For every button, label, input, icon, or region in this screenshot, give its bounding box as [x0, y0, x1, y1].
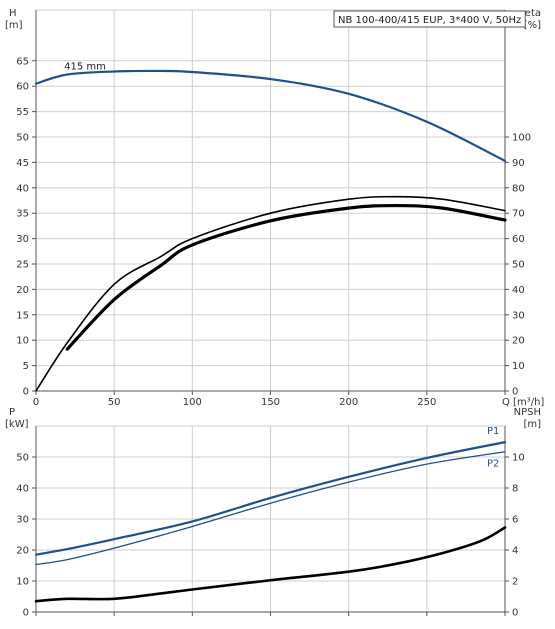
y-tick-label-left: 45 — [16, 158, 29, 169]
y-tick-label-right: 4 — [512, 546, 518, 557]
y-tick-label-left: 10 — [16, 336, 29, 347]
y-tick-label-right: 30 — [512, 310, 525, 321]
series-label-p1: P1 — [487, 426, 499, 437]
y-tick-label-left: 55 — [16, 107, 29, 118]
y-tick-label-left: 0 — [23, 387, 29, 398]
y-tick-label-left: 20 — [16, 285, 29, 296]
series-line-3 — [65, 203, 507, 351]
y-tick-label-right: 50 — [512, 260, 525, 271]
y-tick-label-left: 40 — [16, 183, 29, 194]
x-tick-label: 50 — [108, 397, 121, 408]
series-label-p2: P2 — [487, 459, 499, 470]
series-line-3 — [34, 526, 507, 603]
series-line-2 — [35, 195, 506, 392]
y-tick-label-left: 15 — [16, 310, 29, 321]
y-tick-label-left: 35 — [16, 209, 29, 220]
y-axis-title-right: eta — [525, 8, 541, 19]
y-tick-label-right: 2 — [512, 577, 518, 588]
curve-annotation: 415 mm — [64, 62, 106, 73]
y-axis-title-right: NPSH — [514, 407, 541, 418]
y-tick-label-left: 0 — [23, 608, 29, 619]
y-tick-label-left: 25 — [16, 260, 29, 271]
head-efficiency-chart: 0 5 10 15 20 25 30 35 40 45 50 55 60 65 0 10 20 30 40 50 60 7… — [5, 8, 544, 408]
y-tick-label-right: 80 — [512, 183, 525, 194]
power-npsh-chart: 0 10 20 30 40 50 0 2 4 6 8 10 P[kW] NPSH[m] P1 P2 — [5, 407, 541, 619]
y-axis-title-left: P — [9, 407, 15, 418]
y-tick-label-left: 50 — [16, 133, 29, 144]
y-axis-title-left: H — [9, 8, 17, 19]
y-tick-label-left: 30 — [16, 234, 29, 245]
y-tick-label-left: 60 — [16, 82, 29, 93]
x-tick-label: 150 — [261, 397, 280, 408]
x-tick-label: 200 — [339, 397, 358, 408]
y-tick-label-right: 20 — [512, 336, 525, 347]
series-line-p2 — [35, 451, 506, 566]
y-tick-label-right: 90 — [512, 158, 525, 169]
y-tick-label-right: 10 — [512, 453, 525, 464]
y-tick-label-right: 40 — [512, 285, 525, 296]
x-tick-label: 0 — [33, 397, 39, 408]
y-tick-label-right: 0 — [512, 387, 518, 398]
y-tick-label-left: 40 — [16, 484, 29, 495]
y-tick-label-right: 60 — [512, 234, 525, 245]
x-tick-label: 100 — [183, 397, 202, 408]
x-axis-label: Q [m³/h] — [502, 397, 544, 408]
y-tick-label-right: 6 — [512, 515, 518, 526]
chart-title-box — [333, 10, 526, 28]
y-tick-label-right: 10 — [512, 361, 525, 372]
y-tick-label-left: 10 — [16, 577, 29, 588]
y-tick-label-left: 50 — [16, 453, 29, 464]
y-axis-unit-left: [m] — [5, 20, 23, 31]
chart-title: NB 100-400/415 EUP, 3*400 V, 50Hz — [338, 15, 521, 26]
y-axis-unit-left: [kW] — [5, 419, 29, 430]
y-axis-unit-right: [m] — [523, 419, 541, 430]
y-tick-label-right: 100 — [512, 133, 531, 144]
y-tick-label-right: 70 — [512, 209, 525, 220]
y-tick-label-left: 65 — [16, 56, 29, 67]
series-line-1 — [34, 69, 507, 162]
y-tick-label-left: 20 — [16, 546, 29, 557]
series-line-p1 — [34, 441, 507, 556]
y-axis-unit-right: [%] — [524, 20, 541, 31]
y-tick-label-left: 5 — [23, 361, 29, 372]
y-tick-label-right: 0 — [512, 608, 518, 619]
y-tick-label-right: 8 — [512, 484, 518, 495]
x-tick-label: 250 — [417, 397, 436, 408]
y-tick-label-left: 30 — [16, 515, 29, 526]
